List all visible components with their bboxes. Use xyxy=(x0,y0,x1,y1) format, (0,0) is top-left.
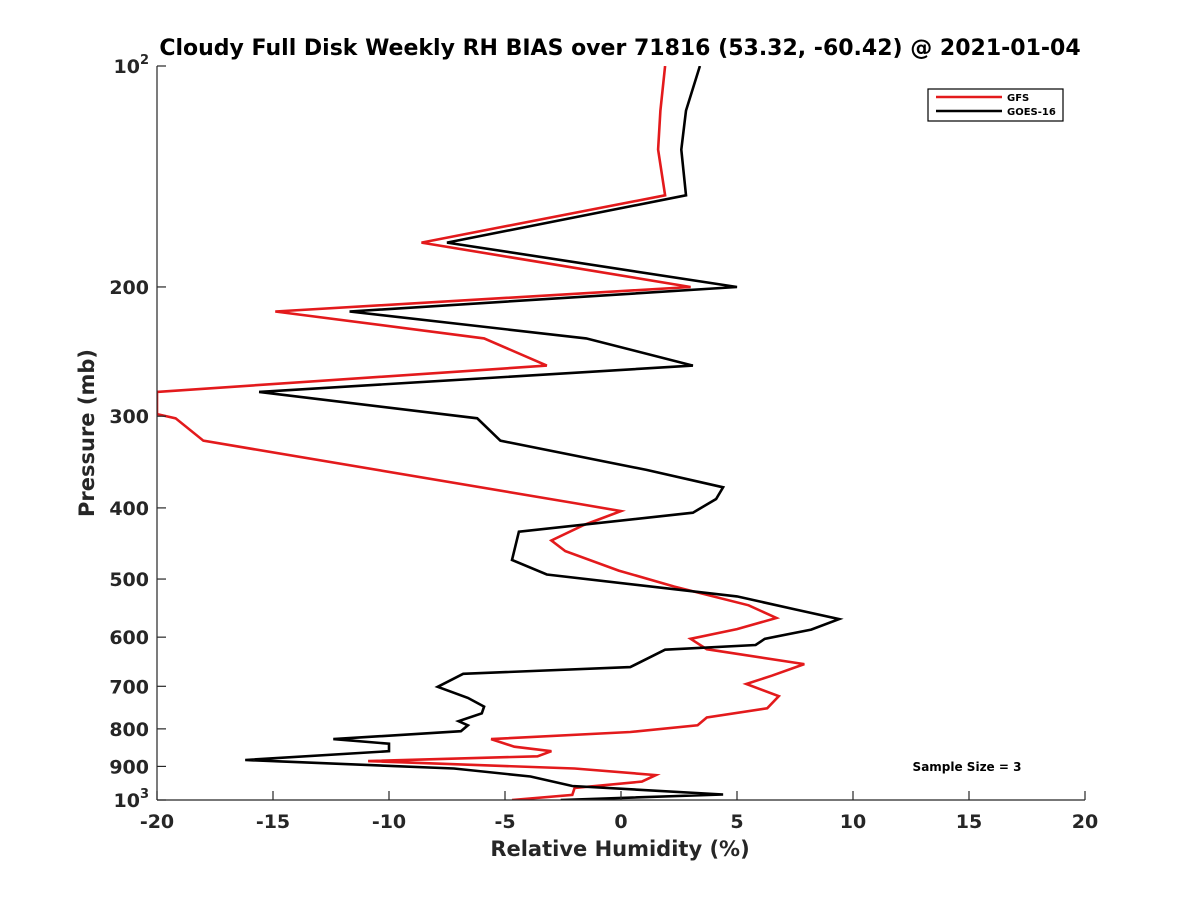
y-tick-label: 900 xyxy=(109,756,149,778)
x-tick-label: 10 xyxy=(840,811,866,833)
x-tick-label: 5 xyxy=(730,811,743,833)
y-tick-label: 400 xyxy=(109,498,149,520)
series-line-goes-16 xyxy=(245,66,844,800)
sample-size-annotation: Sample Size = 3 xyxy=(913,760,1022,774)
y-tick-label: 700 xyxy=(109,676,149,698)
y-tick-label: 103 xyxy=(114,787,150,812)
y-tick-label: 300 xyxy=(109,406,149,428)
legend-label-gfs: GFS xyxy=(1007,93,1029,104)
x-tick-label: 0 xyxy=(614,811,627,833)
x-tick-label: 20 xyxy=(1072,811,1098,833)
y-tick-label: 800 xyxy=(109,719,149,741)
y-tick-label: 600 xyxy=(109,627,149,649)
x-tick-label: -15 xyxy=(256,811,290,833)
x-tick-label: 15 xyxy=(956,811,982,833)
axes-layer: -20 -15 -10 -5 0 5 10 15 20 102 200 300 400 500 600 700… xyxy=(109,53,1098,833)
x-tick-label: -5 xyxy=(494,811,515,833)
x-tick-label: -10 xyxy=(372,811,406,833)
y-axis-label: Pressure (mb) xyxy=(75,349,99,517)
y-tick-label: 200 xyxy=(109,277,149,299)
chart-title: Cloudy Full Disk Weekly RH BIAS over 718… xyxy=(159,36,1080,61)
series-line-gfs xyxy=(157,66,805,800)
legend-box xyxy=(927,88,1064,122)
x-tick-label: -20 xyxy=(140,811,174,833)
y-tick-label: 102 xyxy=(114,53,150,78)
legend-label-goes-16: GOES-16 xyxy=(1007,107,1056,118)
y-tick-label: 500 xyxy=(109,569,149,591)
legend: GFS GOES-16 xyxy=(927,88,1064,122)
x-axis-label: Relative Humidity (%) xyxy=(490,837,749,861)
series-layer xyxy=(157,66,844,800)
